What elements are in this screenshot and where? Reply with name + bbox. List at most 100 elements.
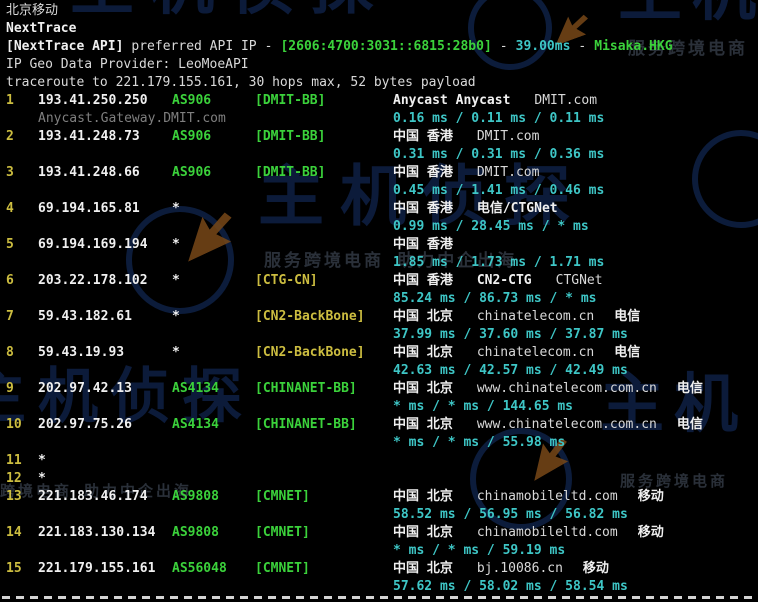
geo-segment: 中国 北京 [393, 417, 453, 432]
hop-geo: 中国 香港 DMIT.com [393, 164, 559, 182]
hop-geo: 中国 北京 bj.10086.cn 移动 [393, 560, 633, 578]
geo-segment: CN2-CTG [476, 273, 532, 288]
hop-detail-line: 85.24 ms / 86.73 ms / * ms [0, 290, 758, 308]
hop-number: 14 [6, 525, 22, 540]
hop-row: 15 221.179.155.161 AS56048 [CMNET] 中国 北京… [0, 560, 758, 596]
hop-geo: 中国 北京 www.chinatelecom.com.cn 电信 [393, 416, 727, 434]
hop-detail-line: 0.99 ms / 28.45 ms / * ms [0, 218, 758, 236]
hop-asn: * [172, 237, 180, 252]
hop-main-line: 12 * [0, 470, 758, 488]
hop-asn: AS56048 [172, 561, 227, 576]
hop-number: 5 [6, 237, 14, 252]
hop-row: 7 59.43.182.61 * [CN2-BackBone] 中国 北京 chi… [0, 308, 758, 344]
hop-detail-line: 57.62 ms / 58.02 ms / 58.54 ms [0, 578, 758, 596]
hop-number: 7 [6, 309, 14, 324]
hop-latency: 58.52 ms / 56.95 ms / 56.82 ms [393, 507, 628, 522]
hop-ip: 59.43.19.93 [38, 345, 125, 360]
hop-latency: * ms / * ms / 55.98 ms [393, 435, 566, 450]
hop-number: 12 [6, 471, 22, 486]
hop-geo: 中国 香港 DMIT.com [393, 128, 559, 146]
hop-row: 12 * [0, 470, 758, 488]
hop-latency: * ms / * ms / 59.19 ms [393, 543, 566, 558]
hop-network-tag: [DMIT-BB] [255, 165, 326, 180]
hop-geo: 中国 北京 chinatelecom.cn 电信 [393, 344, 664, 362]
hop-ip: 202.97.75.26 [38, 417, 132, 432]
hop-asn: AS906 [172, 165, 212, 180]
hop-main-line: 8 59.43.19.93 * [CN2-BackBone] 中国 北京 chin… [0, 344, 758, 362]
hop-main-line: 6 203.22.178.102 * [CTG-CN] 中国 香港 CN2-CTG… [0, 272, 758, 290]
hop-asn: AS4134 [172, 417, 219, 432]
hop-network-tag: [CMNET] [255, 561, 310, 576]
hop-ip: 193.41.248.73 [38, 129, 140, 144]
app-name: NextTrace [6, 21, 77, 36]
hop-number: 11 [6, 453, 22, 468]
hop-main-line: 10 202.97.75.26 AS4134 [CHINANET-BB] 中国 … [0, 416, 758, 434]
geo-segment: www.chinatelecom.com.cn [476, 381, 657, 396]
hop-number: 1 [6, 93, 14, 108]
api-sep1: - [264, 39, 273, 54]
hop-latency: 37.99 ms / 37.60 ms / 37.87 ms [393, 327, 628, 342]
hop-latency: 1.85 ms / 1.73 ms / 1.71 ms [393, 255, 605, 270]
api-prefix: [NextTrace API] [6, 39, 124, 54]
hop-main-line: 5 69.194.169.194 * 中国 香港 [0, 236, 758, 254]
hop-ip: 203.22.178.102 [38, 273, 148, 288]
hop-network-tag: [CMNET] [255, 489, 310, 504]
hop-detail-line: 0.31 ms / 0.31 ms / 0.36 ms [0, 146, 758, 164]
api-sep3: - [578, 39, 587, 54]
hop-network-tag: [DMIT-BB] [255, 93, 326, 108]
hop-main-line: 11 * [0, 452, 758, 470]
geo-segment: 电信 [676, 381, 703, 396]
geo-segment: bj.10086.cn [476, 561, 563, 576]
hop-geo: 中国 北京 chinatelecom.cn 电信 [393, 308, 664, 326]
hop-detail-line: Anycast.Gateway.DMIT.com 0.16 ms / 0.11 … [0, 110, 758, 128]
geo-segment: DMIT.com [534, 93, 598, 108]
hop-main-line: 3 193.41.248.66 AS906 [DMIT-BB] 中国 香港 DMI… [0, 164, 758, 182]
hop-latency: 0.99 ms / 28.45 ms / * ms [393, 219, 589, 234]
hop-main-line: 9 202.97.42.13 AS4134 [CHINANET-BB] 中国 北… [0, 380, 758, 398]
hop-ip: 69.194.165.81 [38, 201, 140, 216]
geo-segment: 中国 北京 [393, 561, 453, 576]
hop-detail-line: 37.99 ms / 37.60 ms / 37.87 ms [0, 326, 758, 344]
hop-asn: * [172, 345, 180, 360]
geo-segment: 中国 北京 [393, 381, 453, 396]
hop-geo: 中国 北京 www.chinatelecom.com.cn 电信 [393, 380, 727, 398]
hop-ip: 221.183.130.134 [38, 525, 156, 540]
hop-list: 1 193.41.250.250 AS906 [DMIT-BB] Anycast… [0, 92, 758, 596]
hop-detail-line: 1.85 ms / 1.73 ms / 1.71 ms [0, 254, 758, 272]
geo-segment: 中国 香港 [393, 201, 453, 216]
hop-row: 8 59.43.19.93 * [CN2-BackBone] 中国 北京 chin… [0, 344, 758, 380]
bottom-dashed-separator [2, 596, 758, 599]
geo-segment: 中国 香港 [393, 129, 453, 144]
hop-latency: 42.63 ms / 42.57 ms / 42.49 ms [393, 363, 628, 378]
geo-segment: www.chinatelecom.com.cn [476, 417, 657, 432]
api-ipv6: [2606:4700:3031::6815:28b0] [280, 39, 492, 54]
hop-asn: AS906 [172, 93, 212, 108]
api-node: Misaka.HKG [594, 39, 673, 54]
geo-segment: 电信 [676, 417, 703, 432]
hop-main-line: 4 69.194.165.81 * 中国 香港 电信/CTGNet [0, 200, 758, 218]
traceroute-header-line: traceroute to 221.179.155.161, 30 hops m… [6, 75, 476, 90]
hop-geo: Anycast Anycast DMIT.com [393, 92, 617, 110]
hop-row: 3 193.41.248.66 AS906 [DMIT-BB] 中国 香港 DMI… [0, 164, 758, 200]
hop-latency: 0.45 ms / 1.41 ms / 0.46 ms [393, 183, 605, 198]
geo-segment: DMIT.com [476, 129, 540, 144]
hop-number: 8 [6, 345, 14, 360]
hop-asn: * [172, 201, 180, 216]
geo-provider-line: IP Geo Data Provider: LeoMoeAPI [6, 57, 249, 72]
hop-number: 9 [6, 381, 14, 396]
api-info-line: [NextTrace API] preferred API IP - [2606:47… [0, 38, 758, 56]
hop-network-tag: [CMNET] [255, 525, 310, 540]
hop-row: 6 203.22.178.102 * [CTG-CN] 中国 香港 CN2-CTG… [0, 272, 758, 308]
hop-ip: 221.183.46.174 [38, 489, 148, 504]
geo-segment: CTGNet [555, 273, 603, 288]
hop-latency: 0.31 ms / 0.31 ms / 0.36 ms [393, 147, 605, 162]
hop-geo: 中国 香港 [393, 236, 477, 254]
hop-main-line: 1 193.41.250.250 AS906 [DMIT-BB] Anycast… [0, 92, 758, 110]
hop-number: 15 [6, 561, 22, 576]
hop-row: 4 69.194.165.81 * 中国 香港 电信/CTGNet 0.99 ms… [0, 200, 758, 236]
hop-main-line: 14 221.183.130.134 AS9808 [CMNET] 中国 北京 c… [0, 524, 758, 542]
hop-detail-line: * ms / * ms / 59.19 ms [0, 542, 758, 560]
source-network-title: 北京移动 [6, 3, 59, 18]
hop-row: 2 193.41.248.73 AS906 [DMIT-BB] 中国 香港 DMI… [0, 128, 758, 164]
